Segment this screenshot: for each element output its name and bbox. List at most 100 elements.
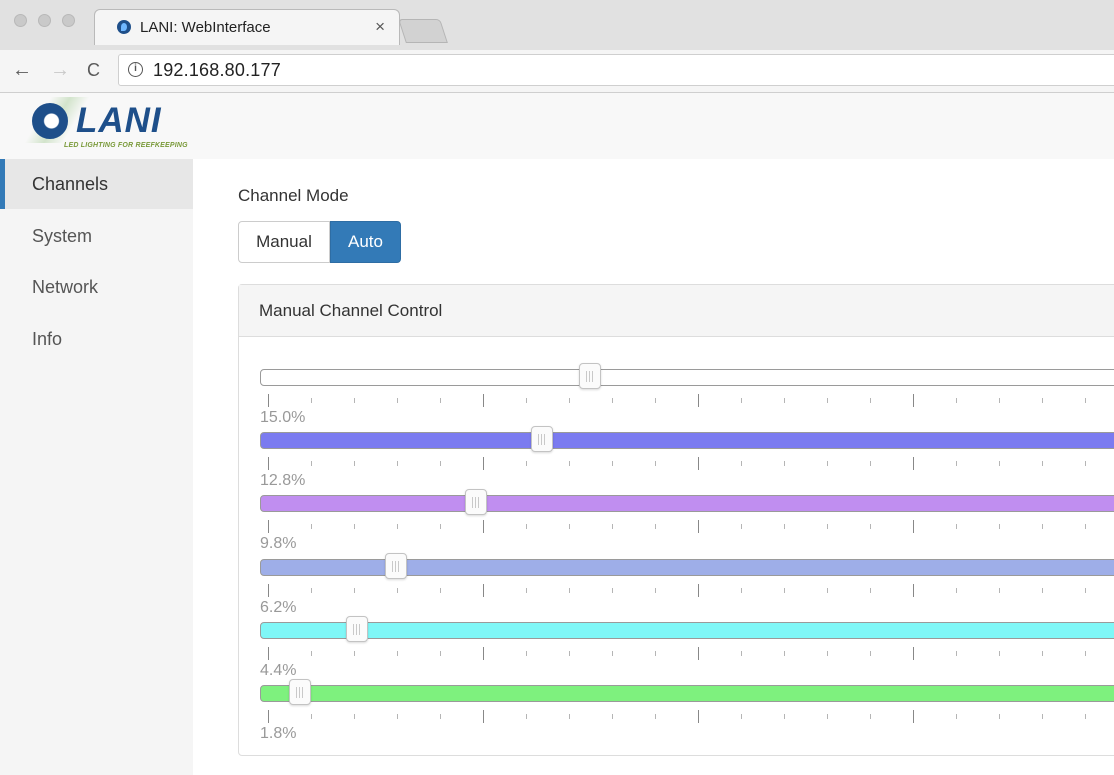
slider-track[interactable]: [260, 685, 1114, 702]
slider-track[interactable]: [260, 369, 1114, 386]
channel-slider[interactable]: 9.8%: [260, 473, 1114, 563]
slider-tick: [784, 714, 785, 719]
slider-tick: [354, 461, 355, 467]
browser-tab[interactable]: LANI: WebInterface ×: [94, 9, 400, 45]
slider-tick: [698, 583, 699, 597]
panel-heading: Manual Channel Control: [239, 285, 1114, 337]
slider-tick: [354, 587, 355, 593]
slider-track[interactable]: [260, 621, 1114, 639]
slider-tick: [354, 398, 355, 403]
logo-wordmark: LANI: [76, 101, 162, 140]
manual-mode-button[interactable]: Manual: [238, 221, 330, 263]
slider-tick: [784, 524, 785, 530]
slider-tick: [526, 714, 527, 719]
slider-tick: [956, 714, 957, 719]
window-minimize-dot[interactable]: [38, 14, 51, 27]
slider-tick: [569, 587, 570, 593]
sidebar-item-info[interactable]: Info: [32, 329, 63, 349]
slider-tick: [397, 650, 398, 656]
slider-tick: [311, 650, 312, 656]
slider-tick: [999, 650, 1000, 656]
slider-tick: [913, 520, 914, 534]
auto-mode-button[interactable]: Auto: [330, 221, 401, 263]
window-close-dot[interactable]: [14, 14, 27, 27]
channel-value-label: 15.0%: [260, 409, 306, 426]
slider-track[interactable]: [260, 495, 1114, 513]
sidebar: Channels System Network Info: [0, 159, 193, 775]
window-zoom-dot[interactable]: [62, 14, 75, 27]
slider-tick: [741, 650, 742, 656]
slider-tick: [827, 587, 828, 593]
grip-icon: [471, 497, 481, 509]
slider-tick: [741, 714, 742, 719]
slider-tick: [440, 714, 441, 719]
channel-slider[interactable]: 4.4%: [260, 600, 1114, 690]
tab-close-icon[interactable]: ×: [375, 17, 385, 36]
slider-tick: [483, 457, 484, 471]
slider-track[interactable]: [260, 432, 1114, 450]
sidebar-item-system[interactable]: System: [32, 226, 93, 246]
slider-tick: [1085, 587, 1086, 593]
slider-tick: [440, 524, 441, 530]
slider-handle[interactable]: [530, 426, 553, 453]
slider-tick-scale: [260, 710, 1114, 724]
slider-tick: [956, 398, 957, 403]
channel-slider[interactable]: 15.0%: [260, 347, 1114, 437]
sidebar-item-network[interactable]: Network: [32, 277, 99, 297]
manual-channel-control-panel: Manual Channel Control 15.0% 12.8% 9.8% 6.2…: [238, 284, 1114, 756]
new-tab-button[interactable]: [398, 19, 448, 43]
slider-tick: [741, 398, 742, 403]
site-info-icon[interactable]: i: [128, 62, 143, 77]
slider-tick: [956, 587, 957, 593]
slider-track[interactable]: [260, 558, 1114, 576]
slider-handle[interactable]: [579, 363, 601, 389]
address-bar[interactable]: i 192.168.80.177: [118, 54, 1114, 86]
forward-arrow-icon[interactable]: →: [50, 59, 70, 81]
grip-icon: [352, 623, 362, 635]
slider-handle[interactable]: [345, 615, 368, 642]
channel-slider[interactable]: 1.8%: [260, 663, 1114, 753]
sidebar-item-channels[interactable]: Channels: [0, 159, 193, 209]
lani-favicon-icon: [117, 20, 131, 34]
slider-tick: [483, 583, 484, 597]
slider-tick: [440, 650, 441, 656]
slider-tick: [612, 650, 613, 656]
slider-tick: [784, 398, 785, 403]
url-text: 192.168.80.177: [153, 60, 281, 80]
slider-tick: [526, 524, 527, 530]
slider-tick: [268, 520, 269, 534]
slider-tick: [999, 461, 1000, 467]
slider-tick: [397, 524, 398, 530]
slider-tick: [827, 524, 828, 530]
slider-tick: [698, 710, 699, 723]
slider-tick: [311, 524, 312, 530]
grip-icon: [295, 687, 305, 698]
slider-tick: [741, 524, 742, 530]
slider-tick: [612, 714, 613, 719]
slider-tick: [1042, 398, 1043, 403]
slider-handle[interactable]: [385, 552, 408, 579]
slider-tick: [268, 646, 269, 660]
slider-handle[interactable]: [464, 489, 487, 516]
channel-slider[interactable]: 12.8%: [260, 410, 1114, 500]
reload-icon[interactable]: C: [87, 60, 100, 80]
slider-tick: [698, 520, 699, 534]
slider-tick: [612, 524, 613, 530]
channel-slider[interactable]: 6.2%: [260, 537, 1114, 627]
channel-mode-label: Channel Mode: [238, 186, 349, 205]
slider-tick: [1085, 461, 1086, 467]
slider-tick: [483, 394, 484, 407]
slider-tick: [440, 461, 441, 467]
slider-tick: [655, 650, 656, 656]
slider-tick: [1085, 714, 1086, 719]
back-arrow-icon[interactable]: ←: [12, 59, 32, 81]
slider-tick: [870, 650, 871, 656]
slider-tick: [655, 587, 656, 593]
logo-tagline: LED LIGHTING FOR REEFKEEPING: [64, 142, 188, 149]
lani-logo[interactable]: LANI LED LIGHTING FOR REEFKEEPING: [22, 97, 212, 155]
slider-tick: [655, 714, 656, 719]
fish-logo-icon: [32, 103, 68, 139]
slider-handle[interactable]: [288, 679, 311, 705]
slider-tick: [569, 714, 570, 719]
slider-tick: [913, 457, 914, 471]
